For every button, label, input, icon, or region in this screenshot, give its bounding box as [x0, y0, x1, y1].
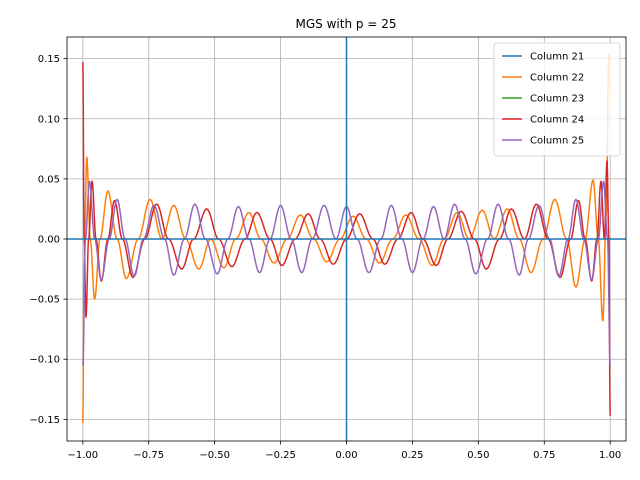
x-tick-label: −0.25	[265, 450, 296, 461]
y-axis: −0.15 −0.10 −0.05 0.00 0.05 0.10 0.15	[29, 54, 67, 426]
y-tick-label: −0.05	[29, 295, 60, 306]
legend-label: Column 22	[530, 73, 584, 84]
reference-lines	[67, 37, 626, 441]
y-tick-label: 0.15	[38, 54, 60, 65]
legend-label: Column 21	[530, 52, 584, 63]
x-tick-label: 0.50	[467, 450, 489, 461]
legend-label: Column 25	[530, 136, 584, 147]
x-tick-label: 0.75	[533, 450, 555, 461]
y-tick-label: −0.10	[29, 355, 60, 366]
y-tick-label: 0.05	[38, 174, 60, 185]
x-axis: −1.00 −0.75 −0.50 −0.25 0.00 0.25 0.50 0.75 1.00	[67, 441, 621, 461]
x-tick-label: 1.00	[599, 450, 621, 461]
legend-label: Column 24	[530, 115, 584, 126]
x-tick-label: −0.75	[133, 450, 164, 461]
x-tick-label: 0.00	[335, 450, 357, 461]
x-tick-label: −0.50	[199, 450, 230, 461]
x-tick-label: 0.25	[401, 450, 423, 461]
chart-title: MGS with p = 25	[296, 17, 397, 31]
legend-label: Column 23	[530, 94, 584, 105]
y-tick-label: 0.10	[38, 114, 60, 125]
x-tick-label: −1.00	[67, 450, 98, 461]
y-tick-label: −0.15	[29, 415, 60, 426]
y-tick-label: 0.00	[38, 235, 60, 246]
legend: Column 21 Column 22 Column 23 Column 24 Colu…	[493, 42, 621, 157]
legend-box	[493, 42, 621, 157]
